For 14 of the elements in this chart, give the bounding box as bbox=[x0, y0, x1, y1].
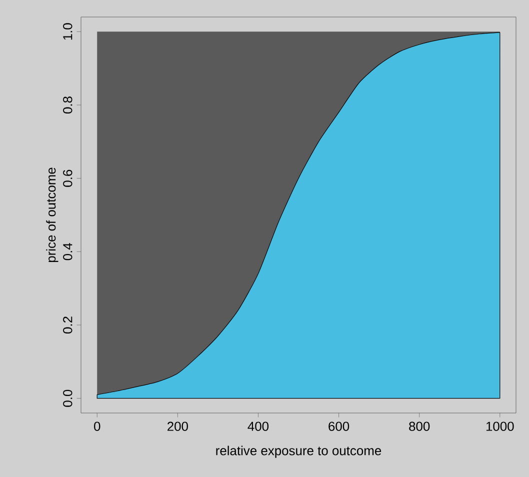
y-tick-label: 0.2 bbox=[63, 316, 72, 334]
x-tick-label: 0 bbox=[94, 422, 100, 431]
x-tick-label: 1000 bbox=[486, 422, 514, 431]
x-tick-label: 200 bbox=[168, 422, 188, 431]
x-axis-title: relative exposure to outcome bbox=[216, 446, 382, 458]
y-tick-label: 0.4 bbox=[63, 243, 72, 260]
y-tick-label: 1.0 bbox=[63, 23, 72, 40]
y-tick-label: 0.0 bbox=[63, 390, 72, 407]
y-axis-title: price of outcome bbox=[46, 168, 58, 262]
x-tick-label: 400 bbox=[248, 422, 269, 431]
x-tick-label: 600 bbox=[328, 422, 350, 431]
x-tick-label: 800 bbox=[409, 422, 430, 431]
y-tick-label: 0.8 bbox=[63, 96, 72, 114]
y-tick-label: 0.6 bbox=[63, 170, 72, 187]
